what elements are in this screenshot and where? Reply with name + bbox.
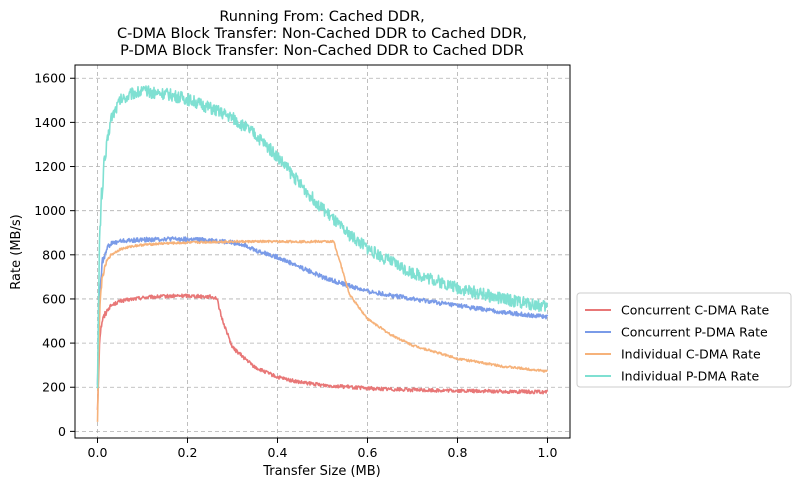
grid-lines bbox=[75, 65, 570, 438]
legend-label-1: Concurrent P-DMA Rate bbox=[621, 325, 768, 340]
y-tick-label-3: 600 bbox=[42, 291, 66, 306]
x-tick-label-4: 0.8 bbox=[448, 445, 468, 460]
y-tick-label-6: 1200 bbox=[34, 159, 66, 174]
x-tick-label-3: 0.6 bbox=[358, 445, 378, 460]
legend-label-0: Concurrent C-DMA Rate bbox=[621, 303, 770, 318]
y-tick-label-4: 800 bbox=[42, 247, 66, 262]
series-line-1 bbox=[96, 236, 549, 385]
legend-box bbox=[576, 292, 792, 388]
plot-frame bbox=[74, 64, 571, 439]
series-line-0 bbox=[96, 293, 549, 410]
y-tick-label-1: 200 bbox=[42, 380, 66, 395]
series-lines bbox=[96, 85, 549, 422]
y-axis-label: Rate (MB/s) bbox=[9, 214, 24, 289]
legend-label-2: Individual C-DMA Rate bbox=[621, 347, 761, 362]
plot-border bbox=[74, 64, 571, 439]
x-axis-ticks: 0.0 0.2 0.4 0.6 0.8 1.0 bbox=[88, 438, 558, 460]
y-axis-ticks: 0 200 400 600 800 1000 1200 1400 1600 bbox=[34, 71, 75, 439]
chart-title: Running From: Cached DDR, C-DMA Block Tr… bbox=[117, 9, 527, 59]
legend: Concurrent C-DMA Rate Concurrent P-DMA Ra… bbox=[576, 292, 792, 388]
y-tick-label-0: 0 bbox=[58, 424, 66, 439]
y-tick-label-2: 400 bbox=[42, 336, 66, 351]
chart-title-line-2: C-DMA Block Transfer: Non-Cached DDR to … bbox=[117, 26, 527, 42]
chart-title-line-3: P-DMA Block Transfer: Non-Cached DDR to … bbox=[120, 43, 524, 59]
x-axis-label: Transfer Size (MB) bbox=[262, 464, 381, 479]
x-tick-label-1: 0.2 bbox=[178, 445, 198, 460]
series-line-2 bbox=[96, 239, 548, 422]
series-line-3 bbox=[96, 85, 549, 389]
y-tick-label-7: 1400 bbox=[34, 115, 66, 130]
x-tick-label-0: 0.0 bbox=[88, 445, 108, 460]
x-tick-label-5: 1.0 bbox=[538, 445, 558, 460]
y-tick-label-8: 1600 bbox=[34, 71, 66, 86]
chart-title-line-1: Running From: Cached DDR, bbox=[219, 9, 424, 25]
x-tick-label-2: 0.4 bbox=[268, 445, 288, 460]
y-tick-label-5: 1000 bbox=[34, 203, 66, 218]
legend-label-3: Individual P-DMA Rate bbox=[621, 369, 760, 384]
